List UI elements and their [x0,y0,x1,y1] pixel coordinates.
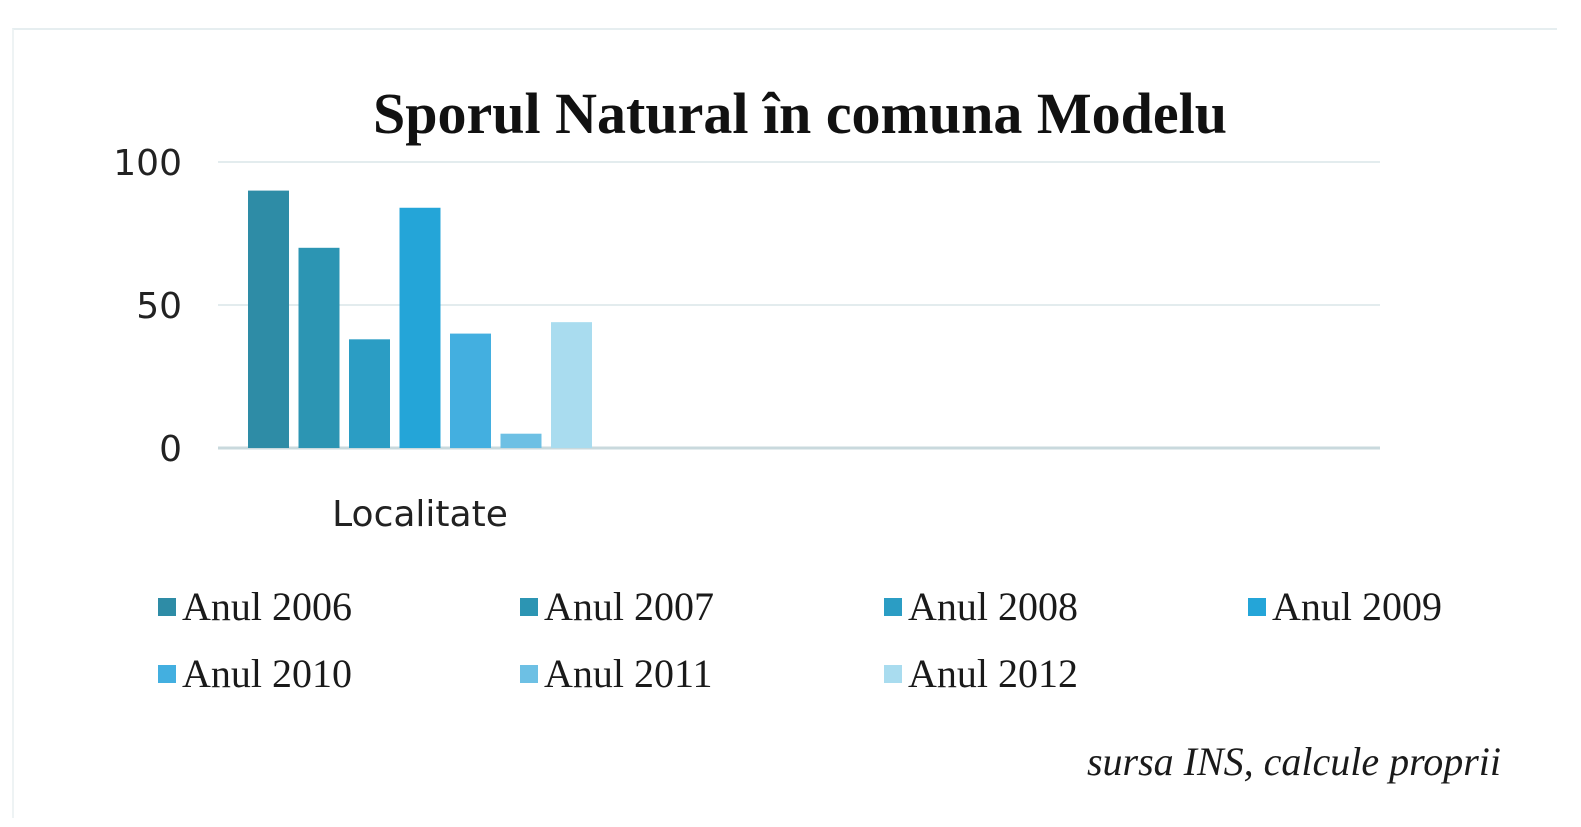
x-category-label: Localitate [332,494,508,535]
legend-label: Anul 2007 [544,584,714,629]
bars [248,190,592,448]
chart-title: Sporul Natural în comuna Modelu [373,81,1227,146]
legend-label: Anul 2012 [908,651,1078,696]
y-axis-ticks: 0 50 100 [113,143,182,470]
legend-swatch [884,664,902,683]
bar-anul-2010 [450,333,491,448]
legend-swatch [1248,597,1266,616]
legend-item: Anul 2011 [520,650,713,697]
chart-frame [12,28,1557,818]
legend-item: Anul 2009 [1248,583,1442,630]
legend-label: Anul 2011 [544,651,713,696]
bar-anul-2008 [349,339,390,448]
gridlines [218,161,1380,450]
y-tick-label: 50 [136,286,182,327]
bar-anul-2006 [248,190,289,448]
legend-item: Anul 2008 [884,583,1078,630]
legend-item: Anul 2010 [158,650,352,697]
chart-plot: 0 50 100 Localitate [113,143,1380,535]
legend-swatch [884,597,902,616]
legend-label: Anul 2009 [1272,584,1442,629]
y-tick-label: 0 [159,429,182,470]
legend-item: Anul 2012 [884,650,1078,697]
x-axis-categories: Localitate [332,494,508,535]
legend-swatch [520,664,538,683]
bar-anul-2007 [298,247,340,448]
bar-anul-2012 [551,322,592,448]
y-tick-label: 100 [113,143,182,184]
legend-item: Anul 2006 [158,583,352,630]
legend-label: Anul 2006 [182,584,352,629]
bar-anul-2009 [399,207,441,448]
legend-swatch [158,597,176,616]
legend-item: Anul 2007 [520,583,714,630]
legend-swatch [520,597,538,616]
legend-label: Anul 2008 [908,584,1078,629]
legend-swatch [158,664,176,683]
source-note: sursa INS, calcule proprii [1086,739,1501,784]
bar-anul-2011 [500,433,542,448]
legend-label: Anul 2010 [182,651,352,696]
